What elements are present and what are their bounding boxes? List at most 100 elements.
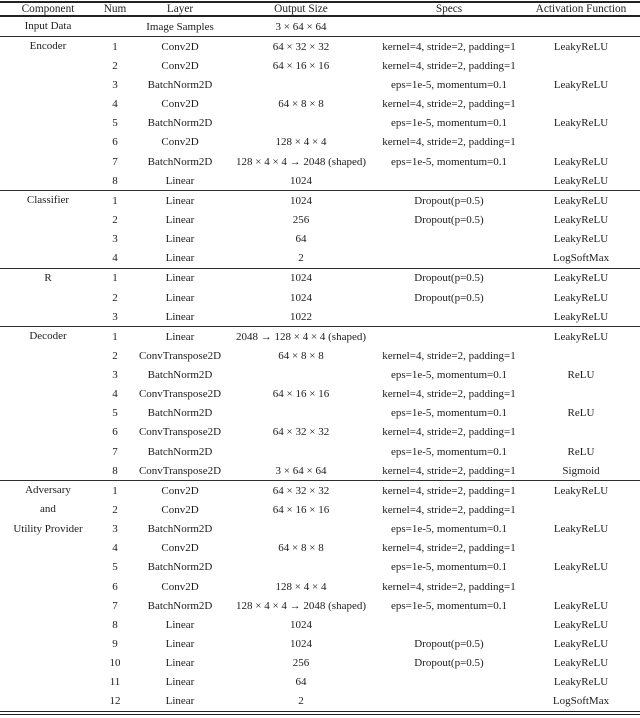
output-size-cell: 64 × 16 × 16: [272, 504, 330, 517]
column-header-layer: Layer: [166, 3, 194, 15]
specs-cell: kernel=4, stride=2, padding=1: [382, 59, 516, 72]
layer-cell: BatchNorm2D: [147, 407, 213, 420]
activation-cell: LeakyReLU: [553, 310, 609, 323]
output-size-cell: 3 × 64 × 64: [275, 464, 327, 477]
specs-cell: kernel=4, stride=2, padding=1: [382, 98, 516, 111]
activation-cell: ReLU: [567, 407, 595, 420]
specs-cell: Dropout(p=0.5): [414, 637, 484, 650]
layer-cell: Conv2D: [161, 484, 199, 497]
layer-cell: Linear: [165, 657, 195, 670]
output-size-cell: 2048 → 128 × 4 × 4 (shaped): [235, 330, 367, 343]
specs-cell: [376, 230, 522, 249]
num-cell: 5: [112, 407, 118, 420]
specs-cell: Dropout(p=0.5): [414, 291, 484, 304]
specs-cell: kernel=4, stride=2, padding=1: [382, 464, 516, 477]
specs-cell: kernel=4, stride=2, padding=1: [382, 40, 516, 53]
activation-cell: LeakyReLU: [553, 214, 609, 226]
output-size-cell: [226, 442, 376, 461]
section-decoder: Decoder 1 Linear 2048 → 128 × 4 × 4 (shaped…: [0, 326, 640, 481]
output-size-cell: 1024: [290, 174, 312, 187]
component-label: Decoder: [0, 327, 96, 481]
component-label-line: and: [40, 503, 56, 516]
activation-cell: [522, 500, 640, 519]
activation-cell: LogSoftMax: [552, 695, 610, 708]
num-cell: 9: [112, 637, 118, 650]
num-cell: 2: [112, 59, 118, 72]
num-cell: 3: [112, 79, 118, 92]
activation-cell: LeakyReLU: [553, 79, 609, 92]
layer-cell: ConvTranspose2D: [138, 349, 222, 362]
table-row: Adversary and Utility Provider 1 Conv2D 64 × …: [0, 481, 640, 534]
component-label: Classifier: [0, 191, 96, 269]
table-row: 12 Linear 2 LogSoftMax: [0, 692, 640, 711]
num-cell: 1: [112, 40, 118, 53]
section-input-data: Input Data Image Samples 3 × 64 × 64: [0, 16, 640, 37]
component-label: Input Data: [0, 16, 96, 37]
table-row: 2 ConvTranspose2D 64 × 8 × 8 kernel=4, stri…: [0, 346, 640, 365]
specs-cell: eps=1e-5, momentum=0.1: [391, 523, 507, 536]
table-row: Classifier 1 Linear 1024 Dropout(p=0.5) Leaky…: [0, 191, 640, 211]
num-cell: 8: [112, 174, 118, 187]
output-size-cell: 64 × 32 × 32: [272, 484, 330, 497]
table-row: 8 ConvTranspose2D 3 × 64 × 64 kernel=4, str…: [0, 461, 640, 481]
specs-cell: eps=1e-5, momentum=0.1: [391, 155, 507, 168]
specs-cell: kernel=4, stride=2, padding=1: [382, 542, 516, 555]
activation-cell: LeakyReLU: [553, 637, 609, 650]
layer-cell: Linear: [165, 272, 195, 285]
num-cell: 6: [112, 426, 118, 439]
component-label: R: [0, 268, 96, 326]
activation-cell: ReLU: [567, 445, 595, 458]
specs-cell: Dropout(p=0.5): [414, 194, 484, 207]
specs-cell: [376, 327, 522, 347]
activation-cell: LeakyReLU: [553, 618, 609, 631]
table-row: 4 ConvTranspose2D 64 × 16 × 16 kernel=4, st…: [0, 385, 640, 404]
specs-cell: [376, 171, 522, 191]
output-size-cell: [226, 75, 376, 94]
num-cell: 7: [112, 445, 118, 458]
table-row: 2 Conv2D 64 × 16 × 16 kernel=4, stride=2, p…: [0, 500, 640, 519]
specs-cell: [376, 307, 522, 327]
activation-cell: [522, 16, 640, 37]
table-row: 2 Linear 1024 Dropout(p=0.5) LeakyReLU: [0, 288, 640, 307]
activation-cell: Sigmoid: [562, 464, 600, 477]
layer-cell: BatchNorm2D: [147, 155, 213, 168]
layer-cell: Conv2D: [161, 504, 199, 517]
layer-cell: Linear: [165, 676, 195, 689]
specs-cell: eps=1e-5, momentum=0.1: [391, 369, 507, 382]
output-size-cell: 1024: [290, 291, 312, 304]
num-cell: 4: [112, 542, 118, 555]
specs-cell: [376, 615, 522, 634]
activation-cell: LeakyReLU: [553, 523, 609, 536]
table-row: Decoder 1 Linear 2048 → 128 × 4 × 4 (shaped…: [0, 327, 640, 347]
output-size-cell: 1024: [290, 618, 312, 631]
num-cell: 5: [112, 561, 118, 574]
column-header-output-size: Output Size: [274, 3, 328, 15]
specs-cell: [376, 673, 522, 692]
num-cell: 3: [112, 523, 118, 536]
num-cell: 6: [112, 580, 118, 593]
num-cell: 8: [112, 618, 118, 631]
num-cell: 3: [112, 233, 118, 246]
specs-cell: [376, 16, 522, 37]
num-cell: 2: [112, 214, 118, 226]
table-row: 3 Linear 64 LeakyReLU: [0, 230, 640, 249]
output-size-cell: [226, 114, 376, 133]
component-label-line: Encoder: [29, 40, 67, 53]
num-cell: 4: [112, 98, 118, 111]
output-size-cell: 128 × 4 × 4: [275, 136, 327, 149]
layer-cell: Linear: [165, 637, 195, 650]
table-row: Encoder 1 Conv2D 64 × 32 × 32 kernel=4, stri…: [0, 37, 640, 57]
activation-cell: LeakyReLU: [553, 233, 609, 246]
table-row: Input Data Image Samples 3 × 64 × 64: [0, 16, 640, 37]
layer-cell: Linear: [165, 291, 195, 304]
num-cell: [96, 16, 134, 37]
num-cell: 6: [112, 136, 118, 149]
num-cell: 7: [112, 599, 118, 612]
section-r: R 1 Linear 1024 Dropout(p=0.5) LeakyReLU 2 Line…: [0, 268, 640, 326]
specs-cell: [376, 249, 522, 269]
layer-cell: Image Samples: [146, 20, 214, 33]
table-row: 3 Linear 1022 LeakyReLU: [0, 307, 640, 327]
output-size-cell: 64 × 16 × 16: [272, 59, 330, 72]
table-row: 8 Linear 1024 LeakyReLU: [0, 171, 640, 191]
output-size-cell: 64 × 8 × 8: [278, 98, 324, 111]
